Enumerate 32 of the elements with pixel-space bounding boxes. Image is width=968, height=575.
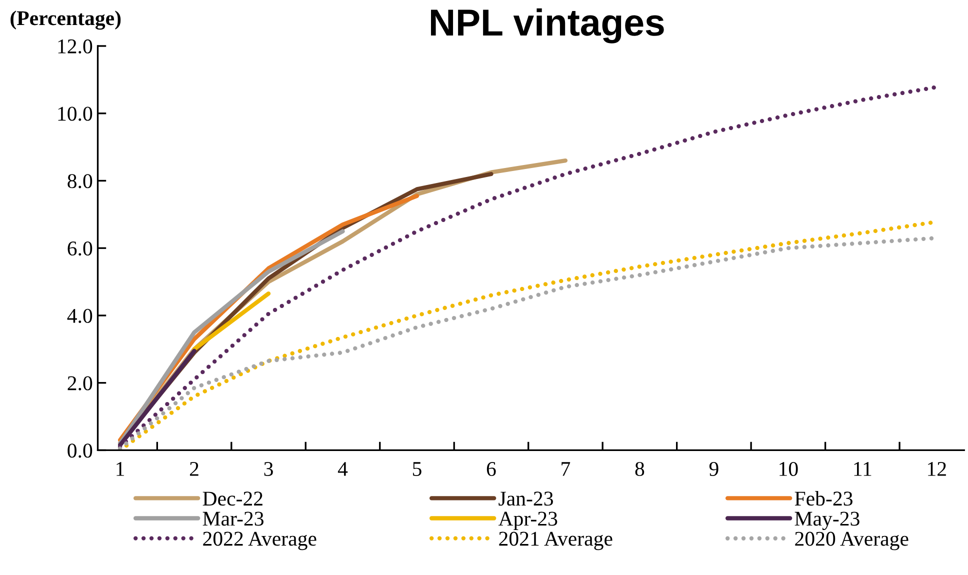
x-tick-label: 5 (412, 462, 422, 476)
legend-label: Feb-23 (794, 491, 852, 506)
x-tick-label: 10 (780, 462, 798, 476)
x-tick-label: 2 (190, 462, 198, 476)
x-tick-label: 9 (709, 462, 718, 476)
x-tick-label: 12 (928, 462, 946, 476)
line-series (118, 229, 345, 446)
chart-title: NPL vintages (430, 8, 664, 44)
legend-label: Jan-23 (498, 492, 553, 506)
line-series (118, 85, 939, 449)
legend-label: Apr-23 (498, 512, 558, 530)
y-tick-label: 10.0 (58, 106, 92, 121)
legend-label: 2020 Average (795, 532, 908, 550)
x-tick-label: 7 (562, 462, 570, 476)
x-tick-label: 8 (635, 462, 644, 476)
x-tick-label: 3 (264, 462, 273, 476)
legend-label: 2022 Average (203, 532, 316, 550)
x-tick-label: 11 (854, 462, 872, 476)
y-tick-label: 6.0 (68, 241, 92, 256)
legend-label: Dec-22 (202, 492, 262, 506)
legend-label: 2021 Average (499, 532, 612, 550)
y-tick-label: 8.0 (68, 174, 92, 188)
legend-label: May-23 (794, 512, 860, 530)
y-tick-label: 0.0 (68, 444, 92, 458)
y-tick-label: 4.0 (67, 308, 92, 324)
x-tick-label: 4 (338, 462, 348, 476)
y-axis-title: (Percentage) (10, 10, 121, 30)
y-tick-label: 2.0 (68, 376, 92, 390)
legend-label: Mar-23 (202, 512, 264, 526)
x-tick-label: 6 (486, 462, 496, 476)
x-tick-label: 1 (116, 462, 124, 476)
y-tick-label: 12.0 (58, 39, 92, 54)
